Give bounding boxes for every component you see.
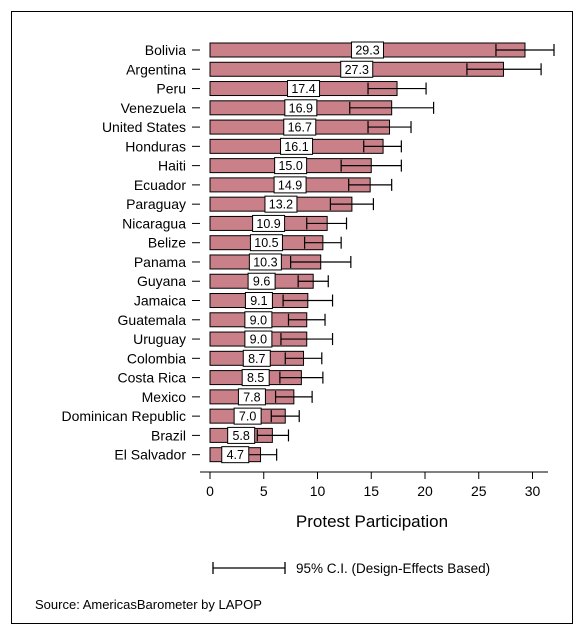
category-label: Haiti	[158, 158, 186, 174]
value-label: 27.3	[345, 63, 369, 77]
value-label-box	[350, 41, 384, 59]
value-label-box	[340, 60, 374, 78]
category-label: Bolivia	[145, 42, 186, 58]
value-label-box	[280, 137, 314, 155]
value-label: 9.1	[250, 294, 267, 308]
category-label: United States	[102, 119, 186, 135]
value-label: 8.5	[247, 371, 264, 385]
category-label: Mexico	[142, 389, 187, 405]
category-label: Paraguay	[126, 196, 186, 212]
category-label: Ecuador	[134, 177, 186, 193]
value-label-box	[244, 292, 273, 310]
value-label: 7.8	[243, 390, 260, 404]
value-label: 9.6	[253, 275, 270, 289]
value-label: 16.9	[289, 101, 313, 115]
value-label-box	[287, 80, 321, 98]
value-label-box	[274, 157, 308, 175]
value-label-box	[264, 195, 298, 213]
category-label: Nicaragua	[122, 215, 186, 231]
value-label-box	[249, 234, 283, 252]
x-tick-label: 5	[260, 483, 268, 499]
legend: 95% C.I. (Design-Effects Based)	[212, 561, 490, 576]
value-label-box	[237, 388, 266, 406]
legend-label: 95% C.I. (Design-Effects Based)	[296, 561, 490, 576]
category-label: Guyana	[137, 273, 186, 289]
x-tick-label: 15	[363, 483, 379, 499]
x-tick-label: 25	[471, 483, 487, 499]
value-label-box	[244, 330, 273, 348]
value-label-box	[221, 446, 250, 464]
error-bars	[243, 44, 555, 461]
x-tick-label: 20	[417, 483, 433, 499]
category-label: El Salvador	[114, 447, 186, 463]
value-label: 17.4	[291, 82, 315, 96]
category-label: Dominican Republic	[61, 408, 186, 424]
value-label: 13.2	[269, 198, 293, 212]
value-label-box	[247, 272, 276, 290]
category-label: Peru	[156, 81, 186, 97]
value-label: 9.0	[250, 313, 267, 327]
value-label-box	[248, 253, 282, 271]
category-label: Uruguay	[133, 331, 186, 347]
x-tick-label: 30	[525, 483, 541, 499]
category-label: Honduras	[125, 138, 186, 154]
value-label-box	[284, 99, 318, 117]
value-label-box	[244, 311, 273, 329]
value-label-box	[233, 407, 262, 425]
category-label: Venezuela	[121, 100, 187, 116]
category-label: Argentina	[126, 61, 186, 77]
value-label: 4.7	[227, 448, 244, 462]
value-label-box	[242, 349, 271, 367]
category-label: Jamaica	[134, 293, 186, 309]
value-label: 10.3	[253, 255, 277, 269]
x-axis: 0 5 10 15 20 25 30	[200, 471, 548, 499]
category-label: Guatemala	[118, 312, 187, 328]
category-labels: Bolivia Argentina Peru Venezuela United Stat…	[61, 42, 200, 463]
value-label-box	[227, 426, 256, 444]
value-label: 14.9	[278, 178, 302, 192]
x-tick-label: 0	[206, 483, 214, 499]
category-label: Brazil	[151, 427, 186, 443]
value-label-box	[252, 214, 286, 232]
value-label: 7.0	[239, 410, 256, 424]
value-label: 9.0	[250, 333, 267, 347]
category-label: Panama	[134, 254, 186, 270]
value-label: 10.9	[256, 217, 280, 231]
category-label: Belize	[148, 235, 186, 251]
source-note: Source: AmericasBarometer by LAPOP	[35, 597, 262, 612]
value-label: 8.7	[248, 352, 265, 366]
value-label: 5.8	[232, 429, 249, 443]
x-axis-title: Protest Participation	[296, 512, 448, 531]
value-label: 16.1	[284, 140, 308, 154]
category-label: Costa Rica	[118, 370, 187, 386]
value-label-box	[283, 118, 317, 136]
value-label-box	[273, 176, 307, 194]
value-label-box	[241, 369, 270, 387]
category-label: Colombia	[127, 350, 186, 366]
value-label: 15.0	[278, 159, 302, 173]
value-labels: 29.3 27.3 17.4 16.9 16.7 16.1 15.0 14.9 13.2 10.9…	[221, 41, 384, 464]
value-label: 10.5	[254, 236, 278, 250]
value-label: 29.3	[355, 44, 379, 58]
value-label: 16.7	[288, 121, 312, 135]
x-tick-label: 10	[310, 483, 326, 499]
